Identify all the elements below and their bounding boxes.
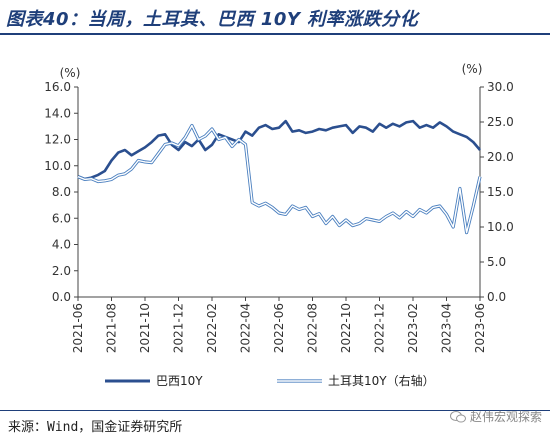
footer-divider — [0, 410, 550, 411]
left-tick-label: 4.0 — [52, 238, 71, 252]
source-note: 来源：Wind，国金证券研究所 — [8, 420, 183, 435]
x-tick-label: 2022-08 — [306, 303, 320, 353]
watermark: 赵伟宏观探索 — [449, 408, 542, 425]
left-tick-label: 12.0 — [44, 133, 71, 147]
right-tick-label: 30.0 — [487, 80, 514, 94]
right-tick-label: 15.0 — [487, 185, 514, 199]
x-tick-label: 2023-04 — [440, 303, 454, 353]
x-tick-label: 2021-10 — [138, 303, 152, 353]
right-tick-label: 5.0 — [487, 255, 506, 269]
x-tick-label: 2021-08 — [105, 303, 119, 353]
x-tick-label: 2021-06 — [71, 303, 85, 353]
title-divider — [0, 33, 550, 35]
series-line-outline — [77, 123, 482, 235]
left-axis-unit: (%) — [60, 66, 81, 80]
line-chart: (%) (%) 0.0 2.0 4.0 6.0 8.0 10.0 12.0 14.0 16.0 0.0… — [44, 62, 514, 388]
x-tick-label: 2022-06 — [272, 303, 286, 353]
left-tick-label: 0.0 — [52, 290, 71, 304]
left-tick-label: 6.0 — [52, 211, 71, 225]
right-tick-label: 20.0 — [487, 150, 514, 164]
x-tick-label: 2022-10 — [339, 303, 353, 353]
x-tick-label: 2022-02 — [205, 303, 219, 353]
x-tick-label: 2021-12 — [172, 303, 186, 353]
right-tick-label: 10.0 — [487, 220, 514, 234]
chart-title: 图表40：当周，土耳其、巴西 10Y 利率涨跌分化 — [6, 9, 419, 30]
x-tick-label: 2022-12 — [373, 303, 387, 353]
left-tick-label: 8.0 — [52, 185, 71, 199]
x-tick-label: 2023-06 — [473, 303, 487, 353]
right-axis-unit: (%) — [462, 62, 483, 76]
series-line-turkey — [77, 124, 481, 234]
left-tick-label: 14.0 — [44, 106, 71, 120]
wechat-icon — [449, 410, 466, 422]
left-tick-label: 2.0 — [52, 264, 71, 278]
x-tick-label: 2023-02 — [406, 303, 420, 353]
right-tick-label: 0.0 — [487, 290, 506, 304]
legend-label-turkey: 土耳其10Y（右轴） — [328, 373, 435, 388]
left-tick-label: 10.0 — [44, 159, 71, 173]
watermark-text: 赵伟宏观探索 — [469, 410, 542, 424]
left-tick-label: 16.0 — [44, 80, 71, 94]
legend-label-brazil: 巴西10Y — [156, 374, 203, 388]
right-tick-label: 25.0 — [487, 115, 514, 129]
series-line-brazil — [77, 119, 481, 181]
x-tick-label: 2022-04 — [239, 303, 253, 353]
